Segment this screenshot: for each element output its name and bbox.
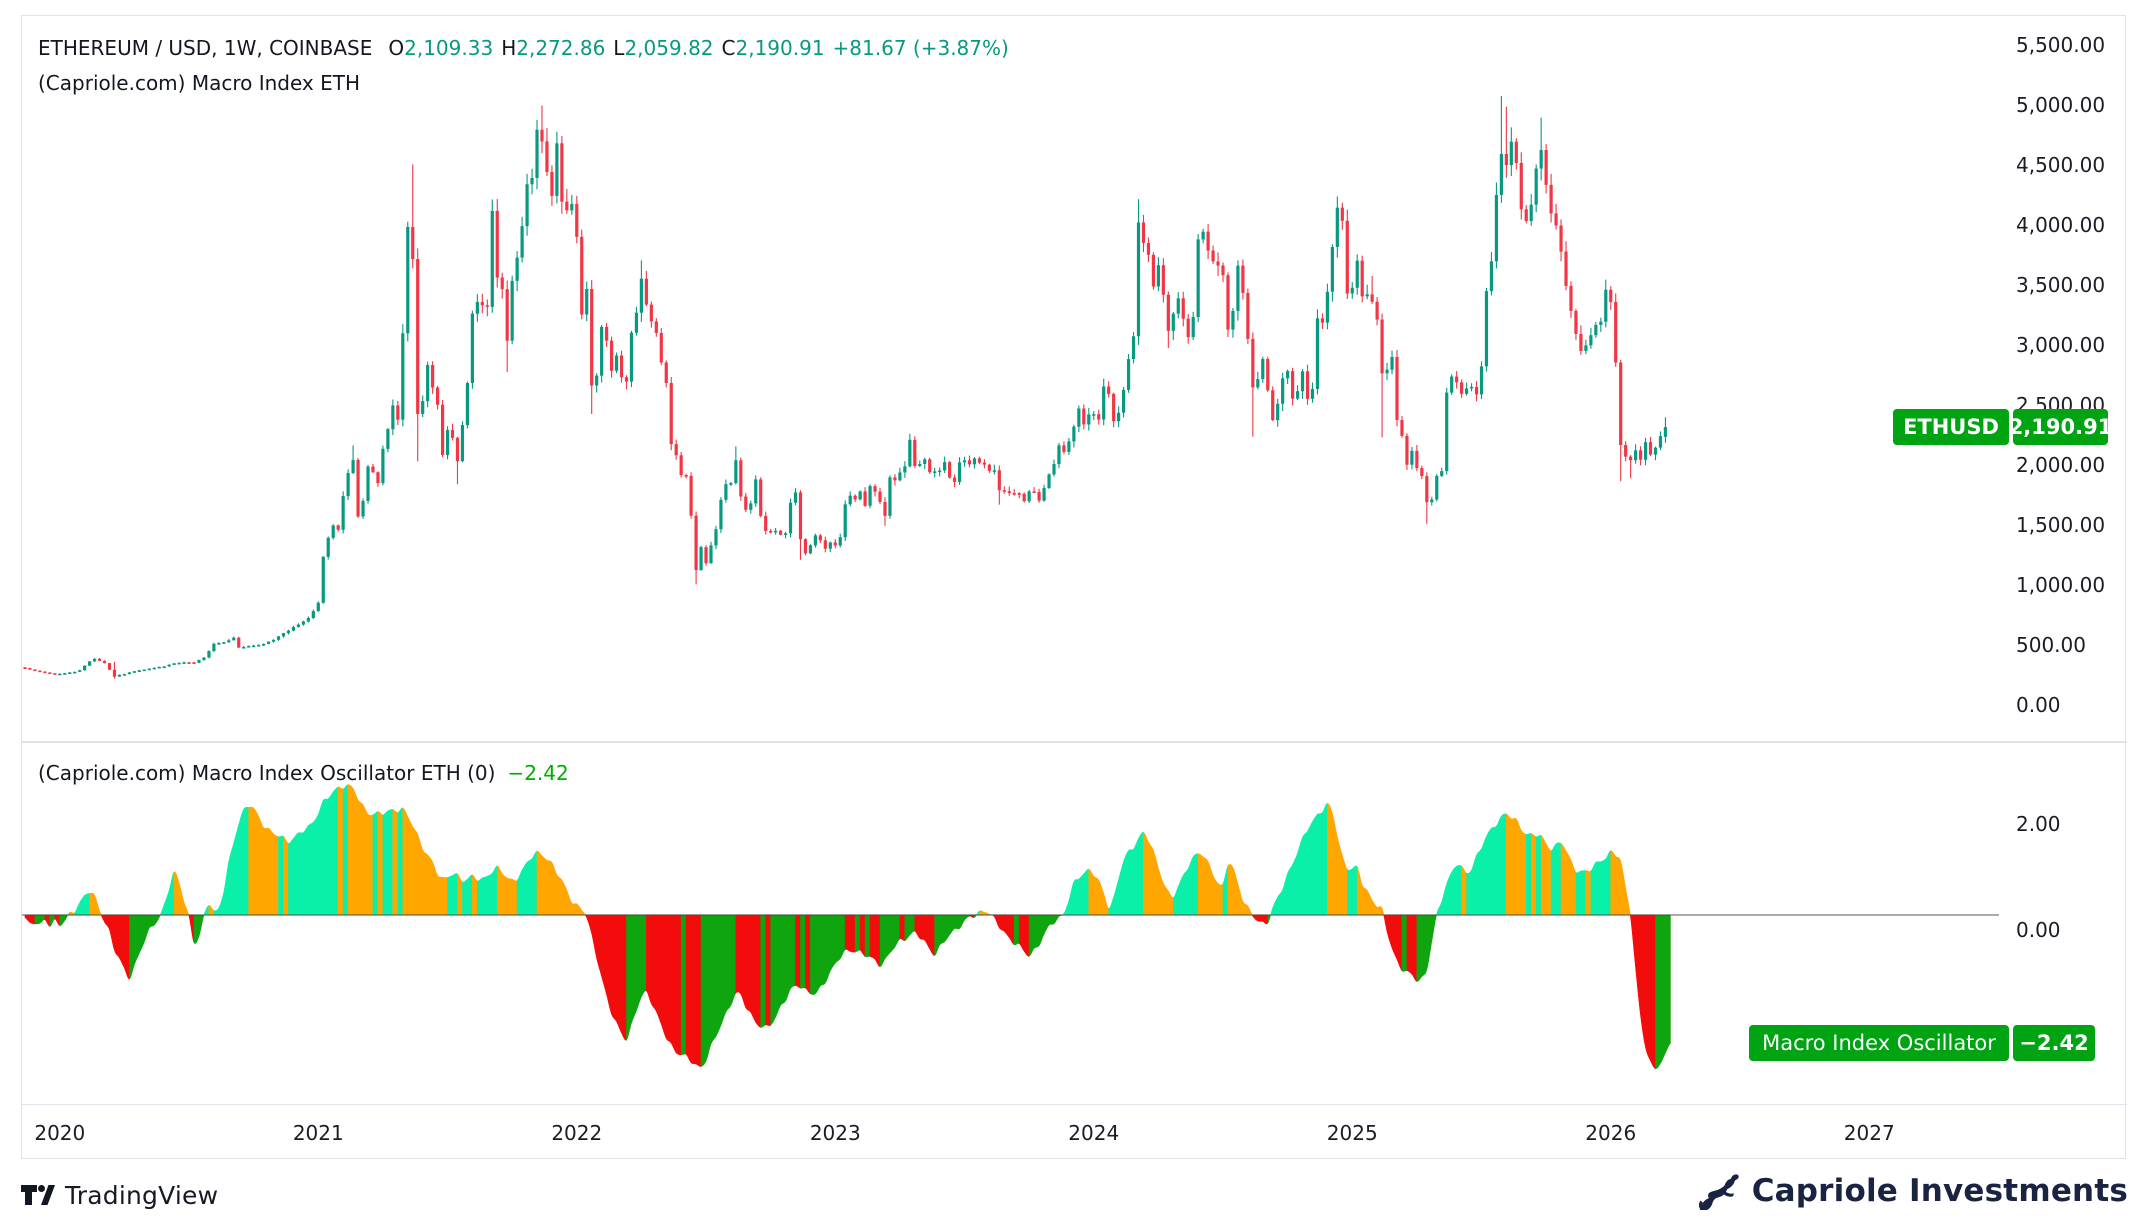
- time-axis-year-label: 2020: [34, 1121, 86, 1145]
- badge-symbol-text: ETHUSD: [1903, 415, 1999, 440]
- oscillator-axis-label: 2.00: [2016, 812, 2061, 836]
- price-axis-label: 1,500.00: [2016, 513, 2106, 537]
- time-scale[interactable]: 2020 2021 2022 2023 2024 2025 2026 2027: [21, 1105, 2127, 1159]
- price-axis-label: 4,000.00: [2016, 213, 2106, 237]
- time-axis-year-label: 2025: [1326, 1121, 1378, 1145]
- price-axis-label: 3,500.00: [2016, 273, 2106, 297]
- price-axis-label: 3,000.00: [2016, 333, 2106, 357]
- change-value: +81.67 (+3.87%): [832, 36, 1009, 60]
- time-axis-year-label: 2021: [292, 1121, 344, 1145]
- time-axis-year-label: 2024: [1068, 1121, 1120, 1145]
- time-axis-year-label: 2026: [1585, 1121, 1637, 1145]
- open-label: O: [388, 36, 405, 60]
- time-axis-year-label: 2023: [809, 1121, 861, 1145]
- time-axis-year-label: 2022: [551, 1121, 603, 1145]
- price-axis-label: 0.00: [2016, 693, 2061, 717]
- price-axis-label: 5,500.00: [2016, 33, 2106, 57]
- oscillator-value-badge: −2.42: [2013, 1025, 2095, 1062]
- indicator-title: (Capriole.com) Macro Index ETH: [38, 71, 361, 95]
- badge-price-text: 2,190.91: [2008, 415, 2113, 440]
- oscillator-badge-text: Macro Index Oscillator: [1762, 1031, 1996, 1056]
- symbol-title: ETHEREUM / USD, 1W, COINBASE: [38, 36, 373, 60]
- close-value: 2,190.91: [735, 36, 825, 60]
- high-label: H: [501, 36, 517, 60]
- indicator-legend[interactable]: (Capriole.com) Macro Index ETH: [38, 71, 360, 95]
- last-price-symbol-badge: ETHUSD: [1893, 409, 2009, 446]
- tradingview-logo-text: TradingView: [65, 1180, 219, 1210]
- time-axis-border: [21, 1104, 2127, 1105]
- open-value: 2,109.33: [404, 36, 494, 60]
- price-axis-label: 500.00: [2016, 633, 2086, 657]
- tradingview-logo-icon: [21, 1184, 55, 1206]
- low-label: L: [613, 36, 625, 60]
- capriole-watermark: Capriole Investments: [1696, 1168, 2128, 1214]
- oscillator-badge-value-text: −2.42: [2019, 1031, 2089, 1056]
- symbol-legend[interactable]: ETHEREUM / USD, 1W, COINBASE O2,109.33 H2,…: [38, 36, 1009, 60]
- oscillator-value: −2.42: [507, 761, 569, 785]
- price-axis-label: 5,000.00: [2016, 93, 2106, 117]
- tradingview-attribution[interactable]: TradingView: [21, 1176, 218, 1214]
- low-value: 2,059.82: [624, 36, 714, 60]
- chart-frame-border: [21, 15, 2126, 1159]
- last-price-value-badge: 2,190.91: [2009, 409, 2112, 446]
- high-value: 2,272.86: [516, 36, 606, 60]
- oscillator-axis-label: 0.00: [2016, 918, 2061, 942]
- pane-separator[interactable]: [21, 741, 2127, 743]
- capriole-logo-text: Capriole Investments: [1751, 1173, 2128, 1209]
- price-axis-label: 4,500.00: [2016, 153, 2106, 177]
- close-label: C: [721, 36, 736, 60]
- price-axis-label: 2,000.00: [2016, 453, 2106, 477]
- time-axis-year-label: 2027: [1843, 1121, 1895, 1145]
- oscillator-legend[interactable]: (Capriole.com) Macro Index Oscillator ET…: [38, 761, 569, 785]
- price-axis-label: 1,000.00: [2016, 573, 2106, 597]
- price-scale[interactable]: 5,500.00 5,000.00 4,500.00 4,000.00 3,500.00…: [2010, 15, 2127, 1104]
- oscillator-name-badge: Macro Index Oscillator: [1749, 1025, 2009, 1062]
- oscillator-title: (Capriole.com) Macro Index Oscillator ET…: [38, 761, 496, 785]
- capriole-horse-icon: [1696, 1170, 1742, 1212]
